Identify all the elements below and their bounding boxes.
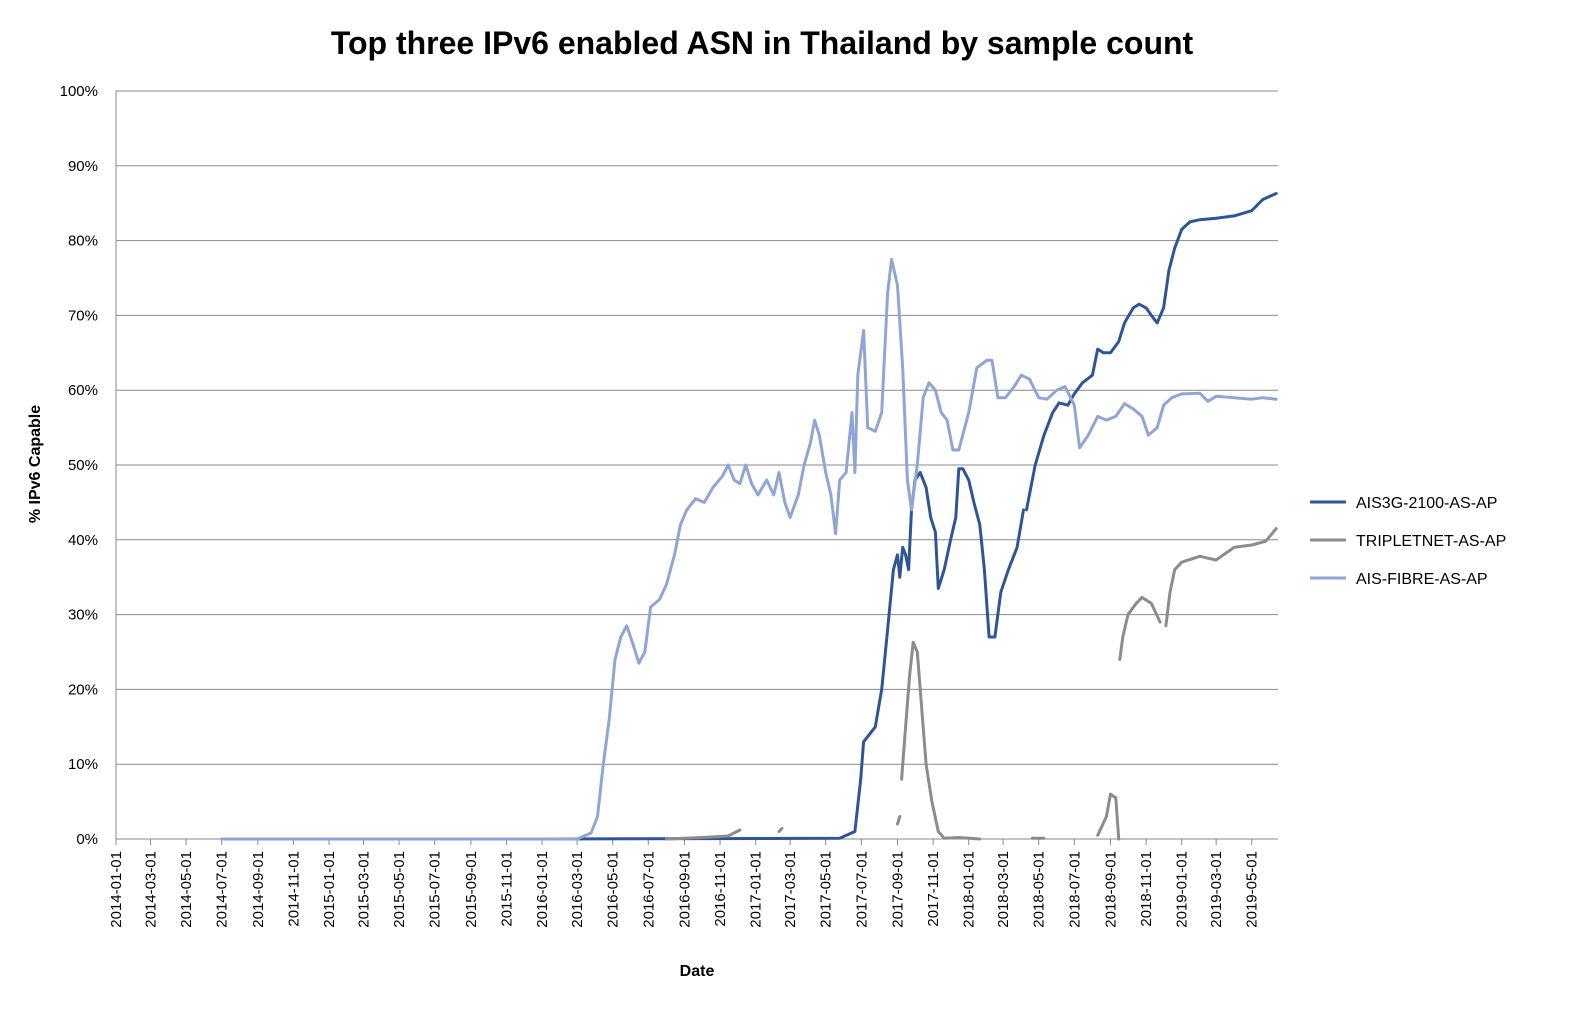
x-tick-label: 2014-11-01 (285, 851, 302, 927)
x-tick-label: 2019-05-01 (1244, 851, 1261, 928)
x-tick-label: 2018-11-01 (1138, 851, 1155, 927)
y-tick-label: 40% (68, 532, 98, 549)
x-tick-label: 2017-01-01 (748, 851, 765, 928)
x-tick-label: 2017-03-01 (782, 851, 799, 928)
series-lines (220, 192, 1278, 841)
x-tick-label: 2014-01-01 (108, 851, 125, 928)
y-tick-label: 0% (76, 831, 98, 848)
x-tick-label: 2018-03-01 (995, 851, 1012, 928)
x-tick-label: 2016-11-01 (712, 851, 729, 927)
series-group (664, 527, 1278, 841)
y-axis-title: % IPv6 Capable (27, 405, 44, 523)
series-line (1164, 527, 1278, 628)
y-tick-label: 10% (68, 756, 98, 773)
y-tick-label: 80% (68, 233, 98, 250)
legend: AIS3G-2100-AS-AP TRIPLETNET-AS-AP AIS-FIBR… (1310, 495, 1506, 588)
y-tick-labels: 0% 10% 20% 30% 40% 50% 60% 70% 80% 90% 100% (60, 83, 98, 848)
x-tick-label: 2016-03-01 (569, 851, 586, 928)
x-tick-label: 2017-11-01 (925, 851, 942, 927)
series-group (220, 257, 1278, 841)
series-group (540, 192, 1278, 841)
x-tick-label: 2016-05-01 (605, 851, 622, 928)
x-tick-label: 2018-07-01 (1066, 851, 1083, 928)
series-line (1118, 595, 1162, 661)
x-axis-title: Date (680, 963, 715, 980)
x-tick-label: 2018-01-01 (961, 851, 978, 928)
x-tick-label: 2015-03-01 (355, 851, 372, 928)
chart-title: Top three IPv6 enabled ASN in Thailand b… (331, 25, 1194, 61)
x-tick-label: 2016-01-01 (534, 851, 551, 928)
series-line (1096, 792, 1121, 841)
x-tick-label: 2015-09-01 (463, 851, 480, 928)
series-line (540, 467, 1025, 841)
axes (115, 91, 1278, 845)
x-tick-labels: 2014-01-01 2014-03-01 2014-05-01 2014-07-01… (108, 851, 1261, 928)
x-tick-label: 2017-05-01 (818, 851, 835, 928)
y-tick-label: 60% (68, 382, 98, 399)
x-tick-label: 2016-07-01 (640, 851, 657, 928)
x-tick-label: 2017-09-01 (889, 851, 906, 928)
y-tick-label: 30% (68, 607, 98, 624)
y-tick-label: 20% (68, 681, 98, 698)
y-tick-label: 90% (68, 158, 98, 175)
series-line (664, 828, 742, 841)
x-tick-label: 2014-03-01 (142, 851, 159, 928)
x-tick-label: 2019-01-01 (1174, 851, 1191, 928)
x-tick-label: 2015-05-01 (391, 851, 408, 928)
legend-label: TRIPLETNET-AS-AP (1356, 533, 1506, 550)
x-tick-label: 2015-07-01 (427, 851, 444, 928)
legend-label: AIS-FIBRE-AS-AP (1356, 571, 1488, 588)
x-tick-label: 2019-03-01 (1208, 851, 1225, 928)
x-tick-label: 2015-01-01 (321, 851, 338, 928)
x-tick-label: 2018-09-01 (1102, 851, 1119, 928)
y-tick-label: 70% (68, 307, 98, 324)
series-line (777, 827, 784, 833)
x-tick-label: 2017-07-01 (853, 851, 870, 928)
x-tick-label: 2016-09-01 (676, 851, 693, 928)
x-tick-label: 2014-09-01 (250, 851, 267, 928)
y-tick-label: 50% (68, 457, 98, 474)
series-line (1025, 192, 1278, 512)
gridlines (116, 90, 1278, 765)
series-line (900, 640, 982, 841)
series-line (896, 815, 902, 826)
x-tick-label: 2014-05-01 (178, 851, 195, 928)
x-tick-label: 2014-07-01 (214, 851, 231, 928)
series-line (220, 257, 1278, 841)
x-tick-label: 2015-11-01 (498, 851, 515, 927)
x-tick-label: 2018-05-01 (1031, 851, 1048, 928)
y-tick-label: 100% (60, 83, 98, 100)
legend-label: AIS3G-2100-AS-AP (1356, 495, 1497, 512)
